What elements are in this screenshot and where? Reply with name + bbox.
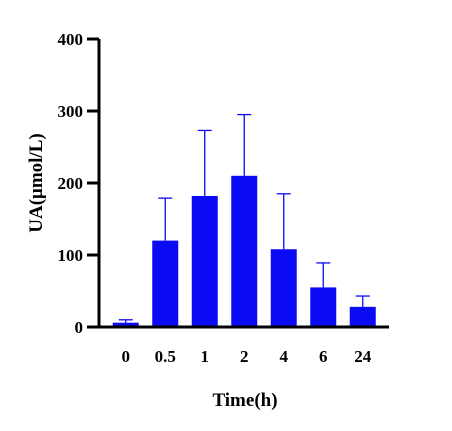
- x-tick-label: 0: [122, 347, 131, 366]
- x-tick-label: 0.5: [155, 347, 176, 366]
- y-tick-label: 400: [58, 30, 84, 49]
- bar: [349, 306, 376, 327]
- x-tick-label: 1: [201, 347, 210, 366]
- x-tick-label: 6: [319, 347, 328, 366]
- x-tick-label: 2: [240, 347, 249, 366]
- bar: [112, 322, 139, 327]
- bar: [270, 249, 297, 327]
- y-tick-label: 200: [58, 174, 84, 193]
- y-ticks-group: 0 100 200 300 400: [58, 30, 99, 337]
- y-axis-title: UA(μmol/L): [26, 133, 47, 232]
- bar: [191, 195, 218, 327]
- x-axis-title: Time(h): [212, 390, 277, 411]
- y-tick-label: 0: [75, 318, 84, 337]
- y-tick-label: 300: [58, 102, 84, 121]
- bar: [310, 287, 337, 327]
- error-bars-group: [118, 113, 370, 323]
- x-tick-label: 24: [354, 347, 372, 366]
- x-ticks-group: 0 0.5 1 2 4 6 24: [122, 347, 372, 366]
- bar: [152, 240, 179, 327]
- y-tick-label: 100: [58, 246, 84, 265]
- x-tick-label: 4: [280, 347, 289, 366]
- bar: [231, 175, 258, 327]
- bars-group: [112, 175, 376, 327]
